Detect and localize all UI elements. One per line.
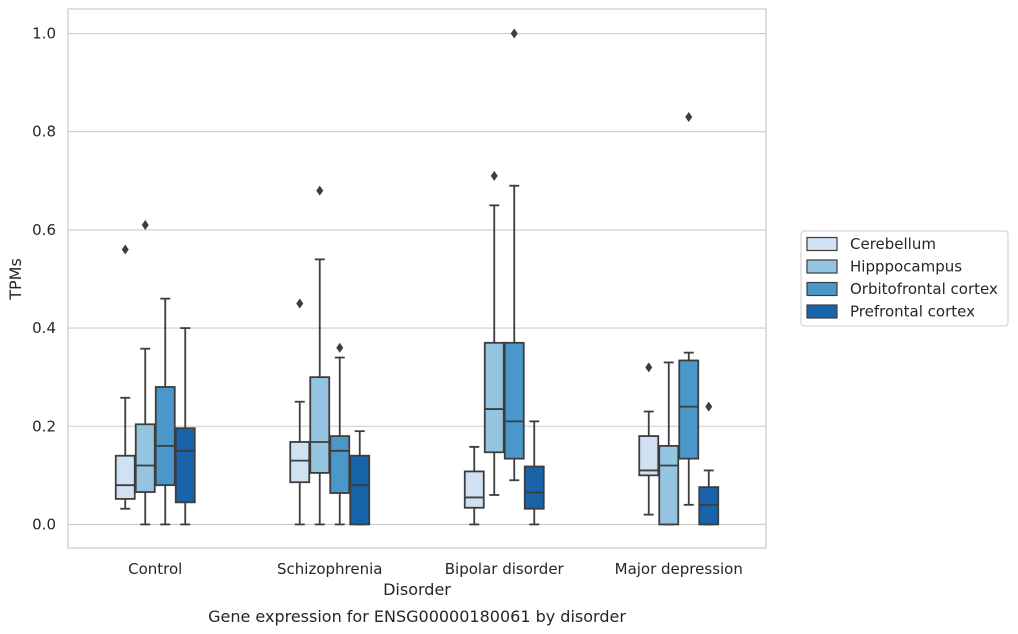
legend-label: Cerebellum — [850, 235, 936, 253]
box-prefrontal-cortex-3 — [698, 401, 720, 526]
legend-frame — [800, 230, 1009, 327]
box-cerebellum-0 — [114, 244, 136, 510]
y-tick-label: 0.2 — [32, 417, 56, 435]
legend: Cerebellum Hipppocampus Orbitofrontal cort… — [800, 230, 1009, 327]
box-hipppocampus-0 — [134, 219, 156, 526]
outlier-point — [685, 111, 693, 122]
box-iqr — [658, 444, 680, 526]
box-iqr — [309, 376, 331, 474]
box-iqr — [503, 341, 525, 460]
box-hipppocampus-3 — [658, 361, 680, 526]
box-hipppocampus-2 — [483, 170, 505, 496]
x-axis-label: Disorder — [383, 580, 451, 599]
box-cerebellum-1 — [289, 298, 311, 526]
legend-swatch — [806, 259, 838, 274]
y-tick-label: 0.4 — [32, 319, 56, 337]
outlier-point — [645, 362, 653, 373]
legend-label: Orbitofrontal cortex — [850, 280, 998, 298]
box-iqr — [289, 441, 311, 484]
y-tick-label: 0.8 — [32, 123, 56, 141]
x-tick-labels: Control Schizophrenia Bipolar disorder Majo… — [128, 560, 743, 578]
outlier-point — [336, 342, 344, 353]
box-iqr — [154, 386, 176, 487]
plot-area — [114, 28, 720, 526]
box-orbitofrontal-cortex-2 — [503, 28, 525, 482]
x-tick-label: Bipolar disorder — [445, 560, 565, 578]
box-iqr — [349, 454, 371, 526]
plot-frame — [67, 8, 767, 549]
box-prefrontal-cortex-1 — [349, 430, 371, 526]
box-iqr — [483, 341, 505, 454]
legend-label: Hipppocampus — [850, 258, 962, 276]
box-prefrontal-cortex-2 — [523, 420, 545, 526]
y-axis-label: TPMs — [6, 258, 25, 301]
box-prefrontal-cortex-0 — [174, 327, 196, 526]
box-iqr — [134, 423, 156, 493]
box-iqr — [463, 470, 485, 509]
box-orbitofrontal-cortex-0 — [154, 297, 176, 526]
box-cerebellum-3 — [638, 362, 660, 516]
y-tick-labels: 0.0 0.2 0.4 0.6 0.8 1.0 — [32, 25, 56, 534]
box-hipppocampus-1 — [309, 185, 331, 526]
outlier-point — [510, 28, 518, 39]
legend-swatch — [806, 304, 838, 319]
box-iqr — [114, 454, 136, 500]
box-cerebellum-2 — [463, 445, 485, 526]
x-tick-label: Control — [128, 560, 182, 578]
box-iqr — [329, 435, 351, 494]
legend-label: Prefrontal cortex — [850, 303, 975, 321]
outlier-point — [316, 185, 324, 196]
outlier-point — [296, 298, 304, 309]
y-tick-label: 0.6 — [32, 221, 56, 239]
x-tick-label: Major depression — [615, 560, 743, 578]
box-iqr — [174, 427, 196, 504]
outlier-point — [121, 244, 129, 255]
box-orbitofrontal-cortex-3 — [678, 111, 700, 506]
box-iqr — [698, 486, 720, 526]
outlier-point — [490, 170, 498, 181]
box-iqr — [638, 435, 660, 477]
box-iqr — [523, 465, 545, 510]
y-tick-label: 0.0 — [32, 515, 56, 533]
outlier-point — [141, 219, 149, 230]
box-orbitofrontal-cortex-1 — [329, 342, 351, 526]
x-tick-label: Schizophrenia — [277, 560, 382, 578]
legend-swatch — [806, 236, 838, 252]
legend-swatch — [806, 281, 838, 297]
box-iqr — [678, 359, 700, 460]
outlier-point — [705, 401, 713, 412]
chart-caption: Gene expression for ENSG00000180061 by d… — [208, 607, 626, 626]
y-tick-label: 1.0 — [32, 25, 56, 43]
